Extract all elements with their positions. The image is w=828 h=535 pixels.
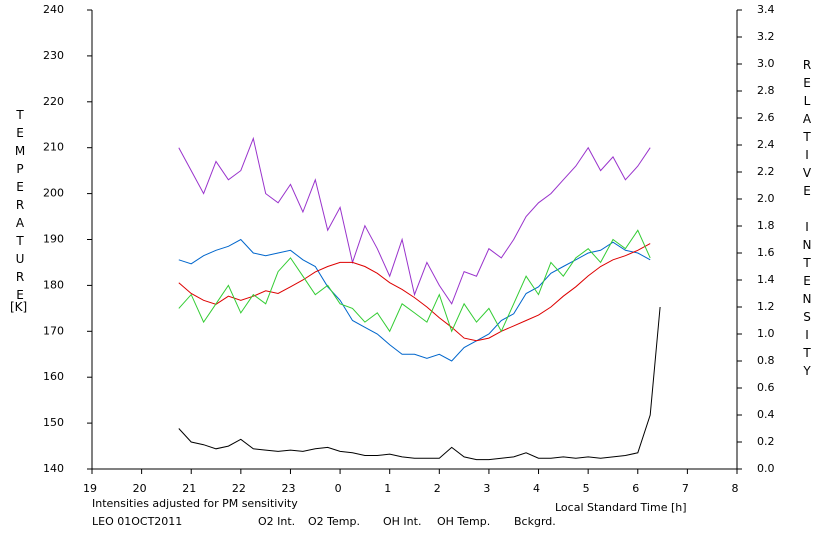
y2-tick-label: 1.8: [757, 219, 775, 232]
series-line: [178, 238, 651, 362]
y2-tick-label: 0.4: [757, 408, 775, 421]
y2-tick-label: 2.2: [757, 165, 775, 178]
y-tick-label: 240: [43, 3, 64, 16]
y2-tick-label: 1.2: [757, 300, 775, 313]
x-tick-label: 2: [434, 482, 441, 495]
y2-tick-label: 2.0: [757, 192, 775, 205]
y2-axis-label: RELATIVE INTENSITY: [800, 58, 814, 382]
legend-entry: O2 Int.: [258, 515, 295, 528]
y2-tick-label: 2.8: [757, 84, 775, 97]
x-tick-label: 5: [583, 482, 590, 495]
y-tick-label: 170: [43, 324, 64, 337]
x-tick-label: 3: [483, 482, 490, 495]
y-tick-label: 140: [43, 462, 64, 475]
x-tick-label: 7: [682, 482, 689, 495]
x-tick-label: 0: [335, 482, 342, 495]
series-line: [178, 306, 661, 461]
y2-tick-label: 0.8: [757, 354, 775, 367]
series-line: [178, 136, 651, 305]
y2-tick-label: 1.0: [757, 327, 775, 340]
y2-tick-label: 3.2: [757, 30, 775, 43]
series-line: [178, 229, 651, 333]
y-axis-unit: [K]: [10, 300, 28, 314]
y2-tick-label: 0.6: [757, 381, 775, 394]
y-axis-label: TEMPERATURE: [13, 108, 27, 306]
y-tick-label: 220: [43, 95, 64, 108]
legend-entry: OH Int.: [383, 515, 421, 528]
x-tick-label: 20: [133, 482, 147, 495]
legend-entry: Bckgrd.: [514, 515, 556, 528]
y2-tick-label: 1.6: [757, 246, 775, 259]
y2-tick-label: 1.4: [757, 273, 775, 286]
x-tick-label: 22: [232, 482, 246, 495]
y2-tick-label: 3.0: [757, 57, 775, 70]
x-tick-label: 21: [182, 482, 196, 495]
y-tick-label: 190: [43, 233, 64, 246]
y-tick-label: 210: [43, 141, 64, 154]
legend-entry: O2 Temp.: [308, 515, 360, 528]
y-tick-label: 230: [43, 49, 64, 62]
y-tick-label: 150: [43, 416, 64, 429]
y2-tick-label: 2.6: [757, 111, 775, 124]
x-tick-label: 23: [281, 482, 295, 495]
y-tick-label: 200: [43, 187, 64, 200]
legend-entry: OH Temp.: [437, 515, 490, 528]
x-tick-label: 8: [732, 482, 739, 495]
x-tick-label: 6: [632, 482, 639, 495]
note: Intensities adjusted for PM sensitivity: [92, 497, 298, 510]
y2-tick-label: 0.0: [757, 462, 775, 475]
series-line: [178, 243, 651, 342]
x-tick-label: 19: [83, 482, 97, 495]
y2-tick-label: 2.4: [757, 138, 775, 151]
x-axis-label: Local Standard Time [h]: [555, 501, 687, 514]
x-tick-label: 4: [533, 482, 540, 495]
y2-tick-label: 0.2: [757, 435, 775, 448]
y2-tick-label: 3.4: [757, 3, 775, 16]
x-tick-label: 1: [384, 482, 391, 495]
y-tick-label: 160: [43, 370, 64, 383]
y-tick-label: 180: [43, 278, 64, 291]
station: LEO 01OCT2011: [92, 515, 182, 528]
